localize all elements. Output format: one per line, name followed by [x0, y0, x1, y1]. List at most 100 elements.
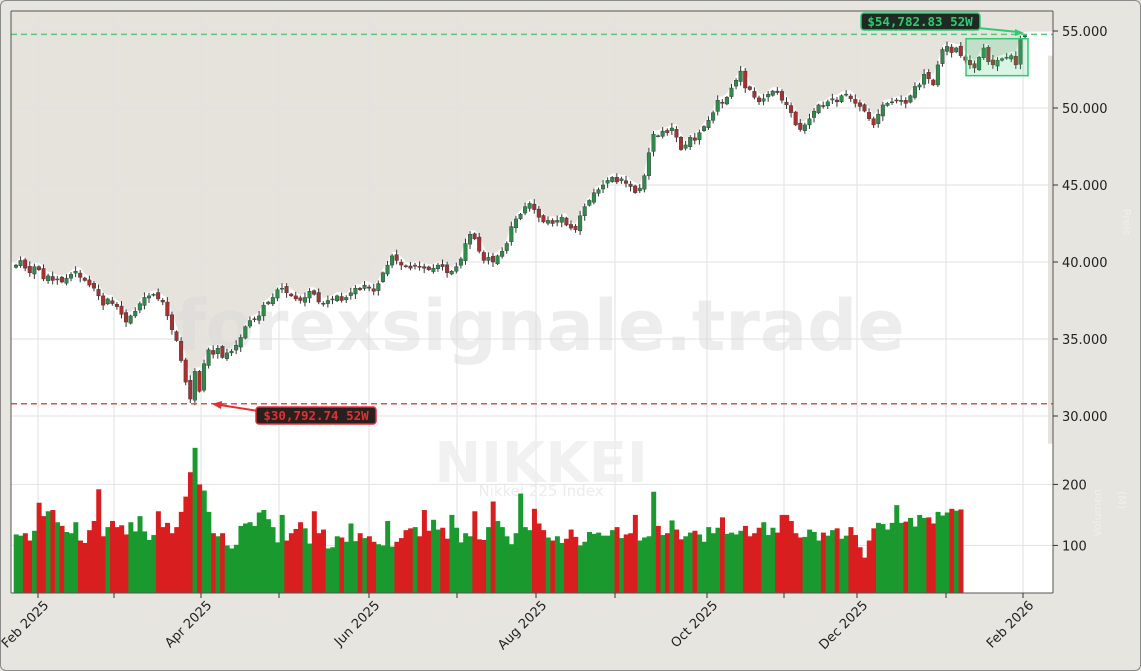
candle-body	[821, 105, 826, 107]
candle-body	[119, 305, 124, 315]
volume-bar	[215, 536, 221, 593]
volume-bar	[178, 511, 184, 593]
candle-body	[128, 315, 133, 324]
volume-bar	[692, 530, 698, 593]
candle-body	[335, 295, 340, 302]
candle-body	[706, 120, 711, 128]
volume-bar	[91, 521, 97, 593]
volume-bar	[587, 532, 592, 593]
candle-body	[555, 220, 560, 223]
volume-bar	[68, 533, 74, 593]
candle-body	[238, 337, 243, 348]
volume-bar	[802, 536, 808, 593]
candle-body	[229, 351, 234, 354]
price-envelope-fill	[11, 11, 1053, 379]
candle-body	[949, 46, 954, 53]
volume-bar	[655, 525, 661, 593]
candle-body	[46, 275, 51, 281]
low-arrow	[219, 404, 259, 412]
volume-bar	[591, 533, 597, 593]
volume-bar	[206, 511, 212, 593]
volume-bar	[885, 529, 891, 593]
candle-body	[27, 266, 32, 273]
candle-body	[876, 113, 881, 124]
candle-body	[715, 100, 720, 112]
candle-body	[344, 297, 349, 301]
volume-bar	[247, 522, 253, 593]
volume-bar	[820, 532, 826, 593]
volume-bar	[880, 524, 886, 593]
candle-body	[568, 224, 573, 229]
candle-body	[257, 315, 262, 321]
volume-bar	[362, 538, 368, 593]
volume-bar	[293, 528, 299, 593]
candle-body	[889, 101, 894, 104]
candle-body	[660, 130, 665, 137]
volume-bar	[642, 537, 648, 593]
candle-body	[688, 137, 693, 148]
candle-body	[220, 346, 225, 358]
candle-body	[445, 264, 450, 273]
candle-body	[192, 371, 197, 401]
volume-bar	[674, 529, 680, 593]
volume-bar	[632, 514, 638, 593]
volume-bar	[151, 535, 157, 593]
candle-body	[325, 300, 330, 304]
volume-bar	[64, 532, 70, 593]
candle-body	[87, 279, 92, 286]
chart-subtitle: Nikkei 225 Index	[478, 482, 603, 500]
volume-bar	[265, 519, 271, 593]
volume-bar	[935, 511, 941, 593]
candle-body	[591, 192, 596, 203]
candle-body	[770, 90, 775, 96]
candle-body	[637, 187, 642, 192]
x-tick-label: Dec 2025	[816, 598, 871, 653]
candle-body	[834, 99, 839, 103]
volume-bar	[174, 527, 180, 593]
candle-body	[156, 292, 161, 300]
volume-bar	[220, 533, 226, 593]
volume-bar	[238, 525, 244, 593]
candle-body	[990, 59, 995, 66]
volume-bar	[476, 539, 482, 593]
volume-bar	[316, 533, 322, 593]
volume-bar	[596, 532, 602, 593]
volume-bar	[201, 490, 207, 593]
price-tick-label: 50.000	[1062, 102, 1108, 117]
volume-bar	[770, 527, 776, 593]
candle-body	[394, 254, 399, 261]
candle-body	[683, 144, 688, 149]
volume-bar	[380, 545, 386, 593]
volume-bar	[330, 547, 336, 593]
candle-body	[981, 47, 986, 58]
candle-body	[986, 47, 991, 63]
candle-body	[784, 101, 789, 106]
candle-body	[270, 297, 275, 305]
volume-bar	[862, 557, 868, 593]
candle-body	[656, 135, 661, 137]
candle-body	[417, 266, 422, 268]
x-tick-label: Feb 2026	[984, 598, 1037, 651]
volume-bar	[807, 529, 813, 593]
candle-body	[174, 331, 179, 341]
high-arrow	[977, 27, 1019, 33]
watermark-text: forexsignale.trade	[175, 285, 904, 367]
candle-body	[697, 132, 702, 140]
candle-body	[431, 267, 436, 272]
volume-bar	[348, 523, 354, 593]
volume-bar	[738, 530, 744, 593]
volume-bar	[155, 511, 161, 593]
volume-bar	[522, 527, 528, 593]
candle-body	[756, 97, 761, 103]
volume-bar	[45, 511, 51, 593]
candle-body	[55, 278, 60, 281]
candle-body	[550, 220, 555, 224]
volume-bar	[765, 535, 771, 593]
volume-bar	[756, 527, 762, 593]
candle-body	[867, 112, 872, 119]
price-tick-label: 45.000	[1062, 179, 1108, 194]
candle-body	[376, 283, 381, 291]
volume-bar	[165, 522, 171, 593]
volume-bar	[385, 521, 391, 593]
candle-body	[509, 226, 514, 242]
